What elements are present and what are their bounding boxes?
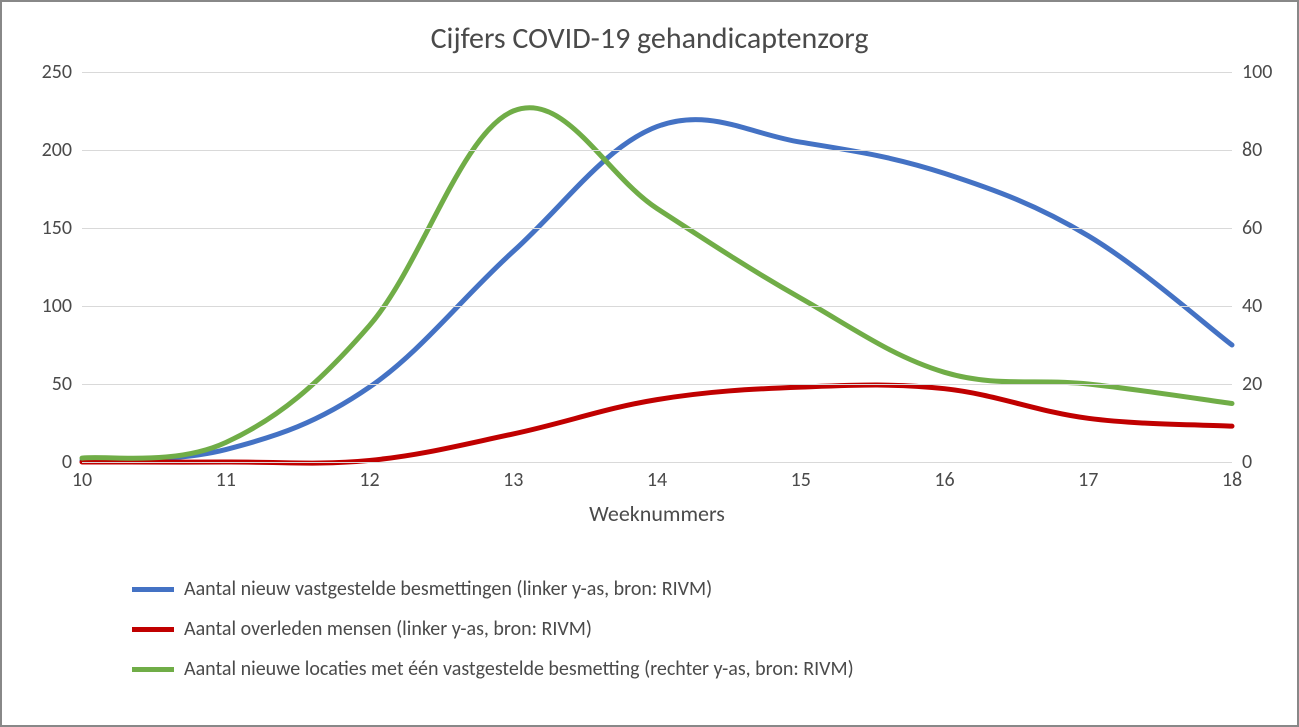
x-tick-label: 10 <box>72 468 92 492</box>
y-right-tick-label: 20 <box>1242 372 1262 396</box>
legend-swatch <box>132 627 174 632</box>
legend-item-locaties: Aantal nieuwe locaties met één vastgeste… <box>132 657 1267 681</box>
x-tick-label: 15 <box>791 468 811 492</box>
plot-area: Weeknummers 0501001502002500204060801001… <box>82 72 1232 462</box>
series-line-locaties <box>82 108 1232 459</box>
grid-line <box>82 150 1232 151</box>
legend: Aantal nieuw vastgestelde besmettingen (… <box>132 577 1267 697</box>
x-axis-title: Weeknummers <box>589 500 725 527</box>
legend-swatch <box>132 667 174 672</box>
grid-line <box>82 306 1232 307</box>
legend-label: Aantal nieuwe locaties met één vastgeste… <box>184 657 854 681</box>
legend-swatch <box>132 587 174 592</box>
y-left-tick-label: 250 <box>42 60 72 84</box>
y-left-tick-label: 150 <box>42 216 72 240</box>
x-tick-label: 17 <box>1078 468 1098 492</box>
y-right-tick-label: 0 <box>1242 450 1252 474</box>
y-right-tick-label: 60 <box>1242 216 1262 240</box>
x-tick-label: 14 <box>647 468 667 492</box>
grid-line <box>82 72 1232 73</box>
y-right-tick-label: 40 <box>1242 294 1262 318</box>
y-left-tick-label: 200 <box>42 138 72 162</box>
chart-container: Cijfers COVID-19 gehandicaptenzorg Weekn… <box>0 0 1299 727</box>
legend-label: Aantal overleden mensen (linker y-as, br… <box>184 617 592 641</box>
x-tick-label: 16 <box>934 468 954 492</box>
legend-label: Aantal nieuw vastgestelde besmettingen (… <box>184 577 712 601</box>
grid-line <box>82 462 1232 463</box>
legend-item-besmettingen: Aantal nieuw vastgestelde besmettingen (… <box>132 577 1267 601</box>
series-line-overleden <box>82 385 1232 463</box>
y-right-tick-label: 80 <box>1242 138 1262 162</box>
y-left-tick-label: 50 <box>52 372 72 396</box>
y-left-tick-label: 100 <box>42 294 72 318</box>
grid-line <box>82 228 1232 229</box>
x-tick-label: 18 <box>1222 468 1242 492</box>
y-left-tick-label: 0 <box>62 450 72 474</box>
y-right-tick-label: 100 <box>1242 60 1272 84</box>
legend-item-overleden: Aantal overleden mensen (linker y-as, br… <box>132 617 1267 641</box>
x-tick-label: 12 <box>359 468 379 492</box>
chart-svg <box>82 72 1232 462</box>
chart-title: Cijfers COVID-19 gehandicaptenzorg <box>2 2 1297 57</box>
grid-line <box>82 384 1232 385</box>
x-tick-label: 11 <box>216 468 236 492</box>
x-tick-label: 13 <box>503 468 523 492</box>
series-line-besmettingen <box>82 120 1232 461</box>
